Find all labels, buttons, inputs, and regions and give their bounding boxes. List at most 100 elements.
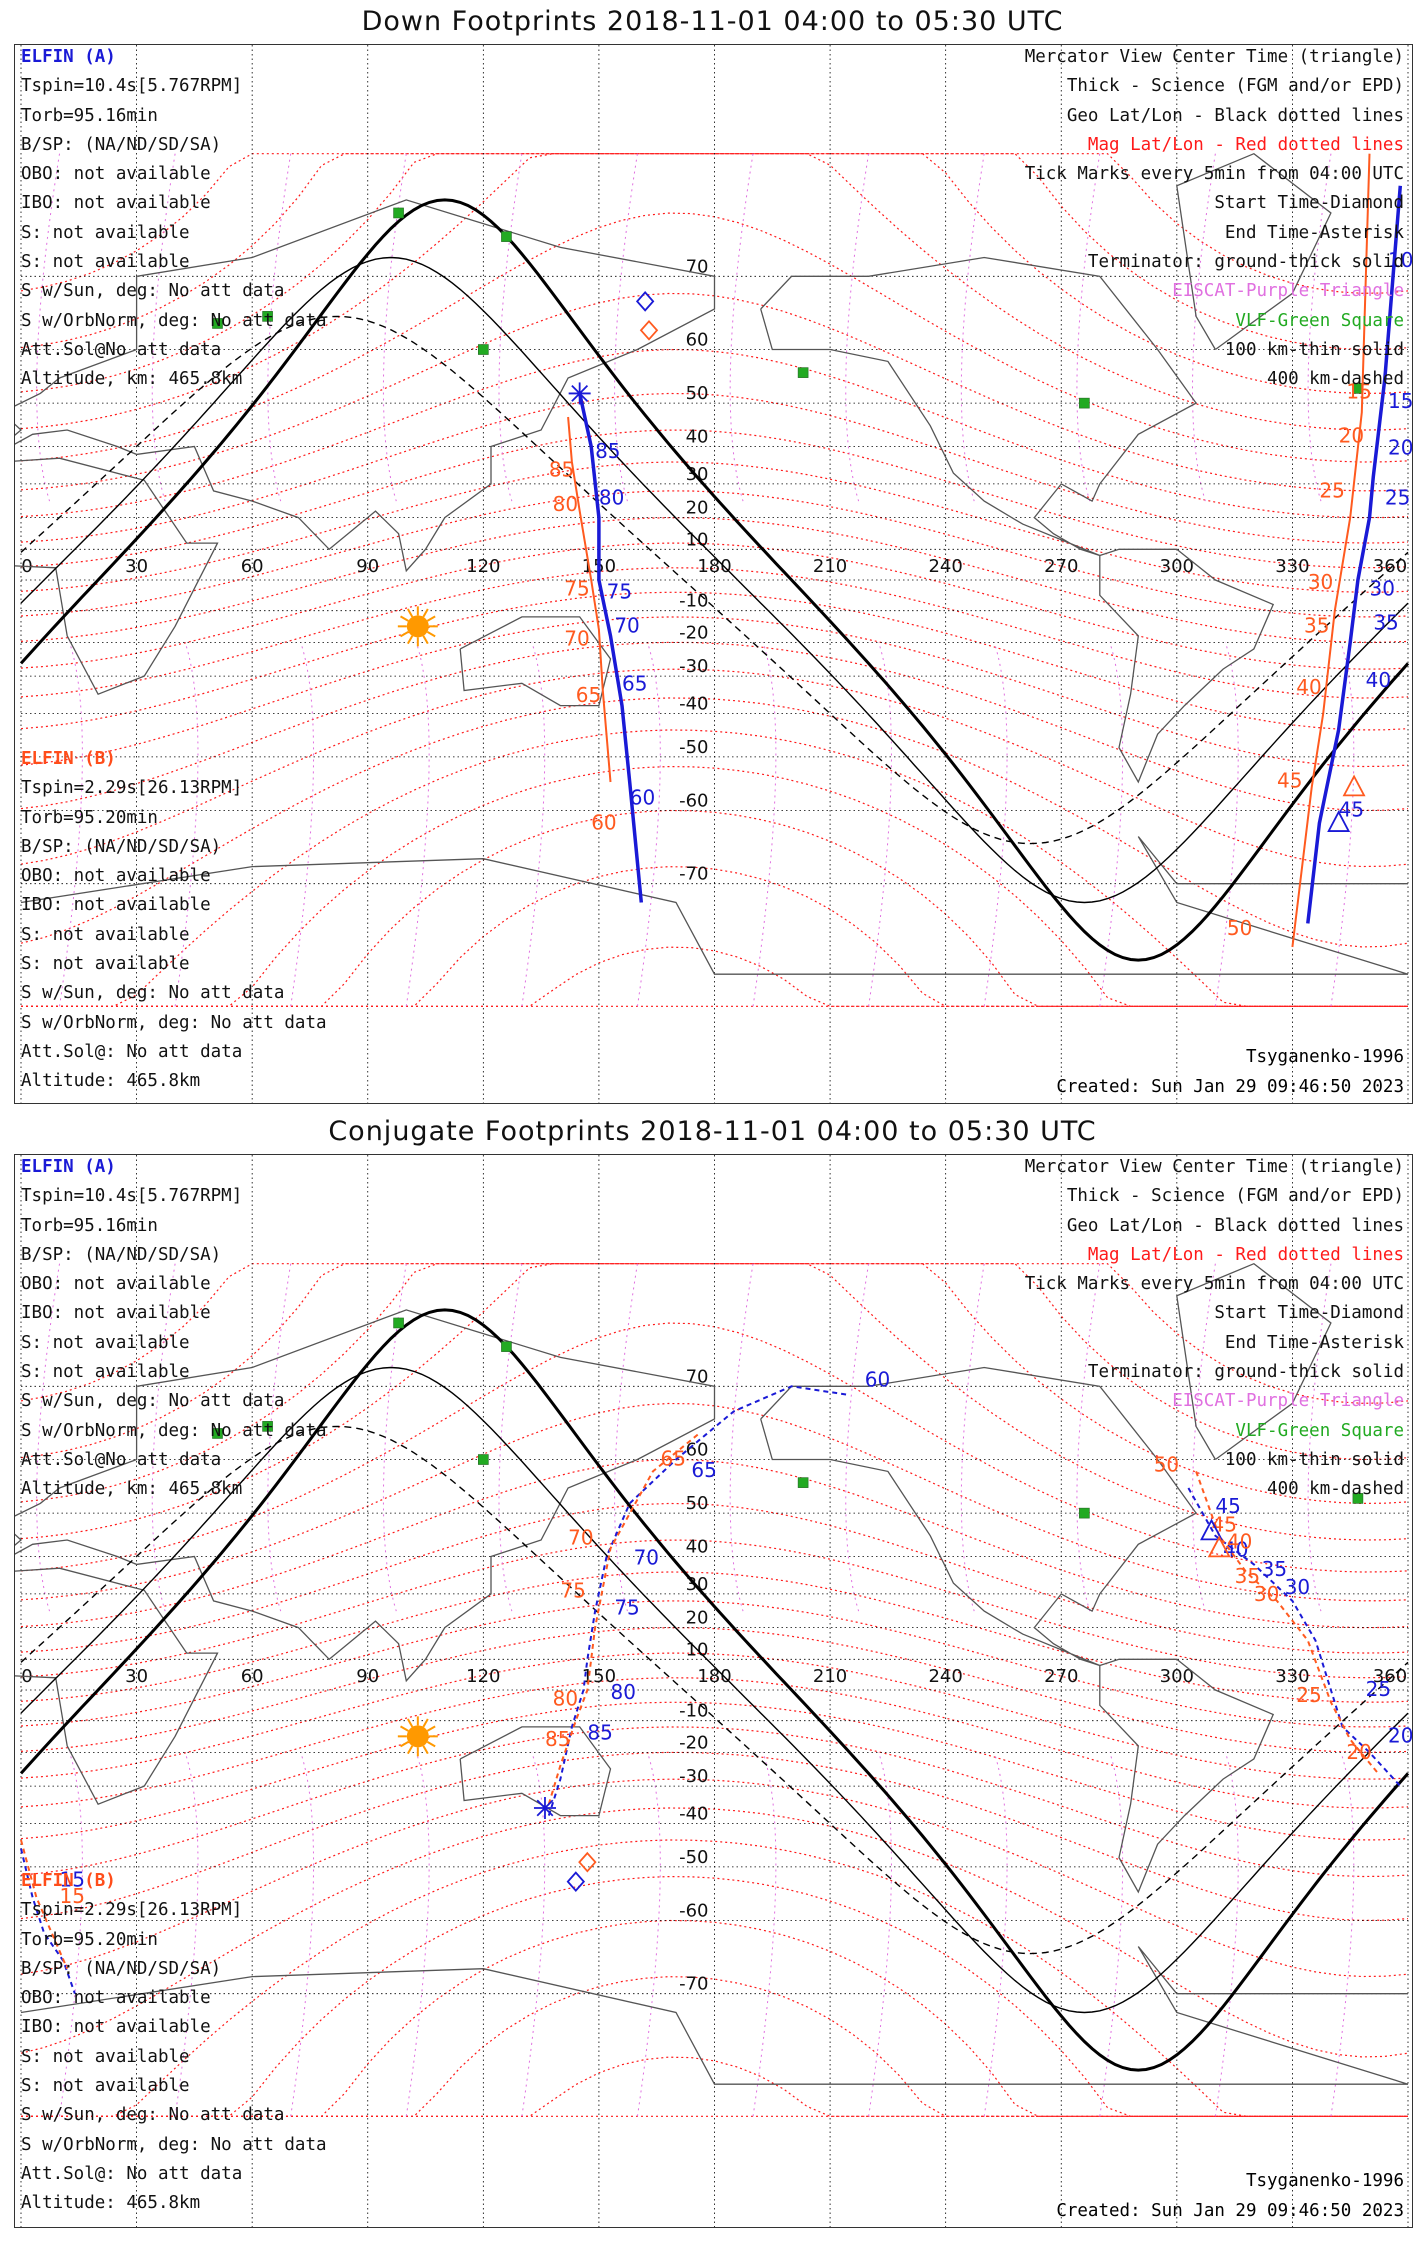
mag-lat-line <box>20 1263 1409 1461</box>
mag-lon-line <box>498 153 523 502</box>
lon-label: 300 <box>1160 556 1194 577</box>
terminator-100km <box>20 1366 1409 2014</box>
vlf-station-marker <box>1352 1493 1364 1504</box>
terminator-400km <box>20 1425 1409 1955</box>
info-line: Att.Sol@: No att data <box>21 2163 243 2184</box>
info-line: IBO: not available <box>21 2017 211 2038</box>
elfin-a-title: ELFIN (A) <box>21 47 116 67</box>
legend-line: EISCAT-Purple Triangle <box>1172 281 1404 302</box>
track-tick-label: 20 <box>1388 435 1412 459</box>
mag-lat-line <box>20 641 1409 812</box>
info-line: Torb=95.16min <box>21 1215 158 1236</box>
legend-line: Terminator: ground-thick solid <box>1087 252 1404 273</box>
lon-label: 240 <box>928 556 962 577</box>
mag-lon-line <box>1214 642 1239 1007</box>
vlf-station-marker <box>797 1477 809 1488</box>
terminator-400km <box>20 315 1409 845</box>
lat-label: 40 <box>686 1536 709 1557</box>
info-line: Tspin=2.29s[26.13RPM] <box>21 778 243 799</box>
track-tick-label: 65 <box>576 683 601 707</box>
info-line: B/SP: (NA/ND/SD/SA) <box>21 1244 222 1265</box>
created-timestamp: Created: Sun Jan 29 09:46:50 2023 <box>1056 1077 1404 1097</box>
end-asterisk-marker <box>536 1799 554 1817</box>
center-triangle-marker <box>1200 1518 1223 1541</box>
track-tick-label: 75 <box>560 1578 585 1602</box>
coastline <box>15 1567 219 1806</box>
mag-lon-line <box>960 1263 985 1612</box>
track-tick-label: 40 <box>1366 668 1391 692</box>
lon-label: 30 <box>125 556 148 577</box>
map-legend: Mercator View Center Time (triangle) Thi… <box>1025 1155 1404 1505</box>
legend-line: Terminator: ground-thick solid <box>1087 1362 1404 1383</box>
info-line: OBO: not available <box>21 164 211 185</box>
lon-label: 270 <box>1044 1666 1078 1687</box>
mag-lon-line <box>636 1752 661 2117</box>
lon-label: 360 <box>1373 556 1407 577</box>
vlf-station-marker <box>212 1428 223 1439</box>
lat-label: -10 <box>679 1701 708 1722</box>
lat-label: 20 <box>686 498 709 519</box>
info-line: Torb=95.20min <box>21 807 158 828</box>
elfin-b-track <box>1195 1471 1378 1773</box>
info-line: Altitude: 465.8km <box>21 1071 201 1092</box>
elfin-b-title: ELFIN (B) <box>21 1871 116 1891</box>
info-line: Torb=95.16min <box>21 105 158 126</box>
track-tick-label: 75 <box>564 576 589 600</box>
track-tick-label: 65 <box>622 672 647 696</box>
panel-title: Down Footprints 2018-11-01 04:00 to 05:3… <box>361 6 1064 37</box>
lat-label: -40 <box>679 694 708 715</box>
track-tick-label: 45 <box>1277 768 1302 792</box>
sun-ray <box>422 608 429 618</box>
lat-label: -20 <box>679 622 708 643</box>
sun-ray <box>400 1740 409 1748</box>
vlf-station-marker <box>797 367 809 378</box>
coastline <box>20 1946 1409 2085</box>
terminator-100km <box>20 256 1409 904</box>
track-tick-label: 45 <box>1339 798 1364 822</box>
track-tick-label: 70 <box>614 614 639 638</box>
mag-lon-line <box>521 642 546 1007</box>
start-diamond-marker <box>635 290 655 312</box>
lat-label: -70 <box>679 1974 708 1995</box>
model-name: Tsyganenko-1996 <box>1245 2171 1404 2191</box>
info-line: S: not available <box>21 2076 190 2097</box>
sun-ray <box>406 1745 414 1755</box>
lon-label: 60 <box>241 556 264 577</box>
sun-ray <box>406 608 414 618</box>
info-line: Altitude: 465.8km <box>21 2193 201 2214</box>
sun-ray <box>406 1718 414 1728</box>
track-tick-label: 35 <box>1262 1557 1287 1581</box>
mercator-map: 0 30 60 90 120 150 180 210 240 270 300 330 360706050… <box>15 45 1412 1103</box>
vlf-station-marker <box>393 1317 404 1329</box>
elfin-a-track <box>1187 1487 1402 1787</box>
info-line: B/SP: (NA/ND/SD/SA) <box>21 836 222 857</box>
track-tick-label: 85 <box>549 458 574 482</box>
track-tick-label: 60 <box>865 1367 890 1391</box>
vlf-station-marker <box>393 207 404 219</box>
info-line: IBO: not available <box>21 1303 211 1324</box>
down-footprints-panel: Down Footprints 2018-11-01 04:00 to 05:3… <box>0 0 1425 1110</box>
coastline <box>1176 1262 1332 1461</box>
legend-line: End Time-Asterisk <box>1224 222 1404 243</box>
info-line: S: not available <box>21 2046 190 2067</box>
sun-icon <box>406 1725 429 1748</box>
track-tick-label: 25 <box>1296 1683 1321 1707</box>
track-tick-label: 25 <box>1385 485 1410 509</box>
track-tick-label: 20 <box>1388 1724 1412 1748</box>
lat-label: 60 <box>686 1440 709 1461</box>
track-tick-label: 35 <box>1373 611 1398 635</box>
track-tick-label: 75 <box>607 579 632 603</box>
model-name: Tsyganenko-1996 <box>1245 1047 1404 1067</box>
lon-label: 210 <box>813 556 847 577</box>
lat-label: 60 <box>686 330 709 351</box>
lat-label: -60 <box>679 790 708 811</box>
info-line: S w/Sun, deg: No att data <box>21 983 285 1004</box>
elfin-a-info: ELFIN (A) Tspin=10.4s[5.767RPM] Torb=95.… <box>21 1155 327 1505</box>
track-tick-label: 80 <box>610 1680 635 1704</box>
created-timestamp: Created: Sun Jan 29 09:46:50 2023 <box>1056 2201 1404 2221</box>
info-line: Att.Sol@No att data <box>21 339 222 360</box>
mag-lat-line <box>20 1701 1409 1841</box>
legend-line: Start Time-Diamond <box>1214 193 1404 214</box>
center-triangle-marker <box>1342 774 1366 797</box>
lat-label: -50 <box>679 1847 708 1868</box>
